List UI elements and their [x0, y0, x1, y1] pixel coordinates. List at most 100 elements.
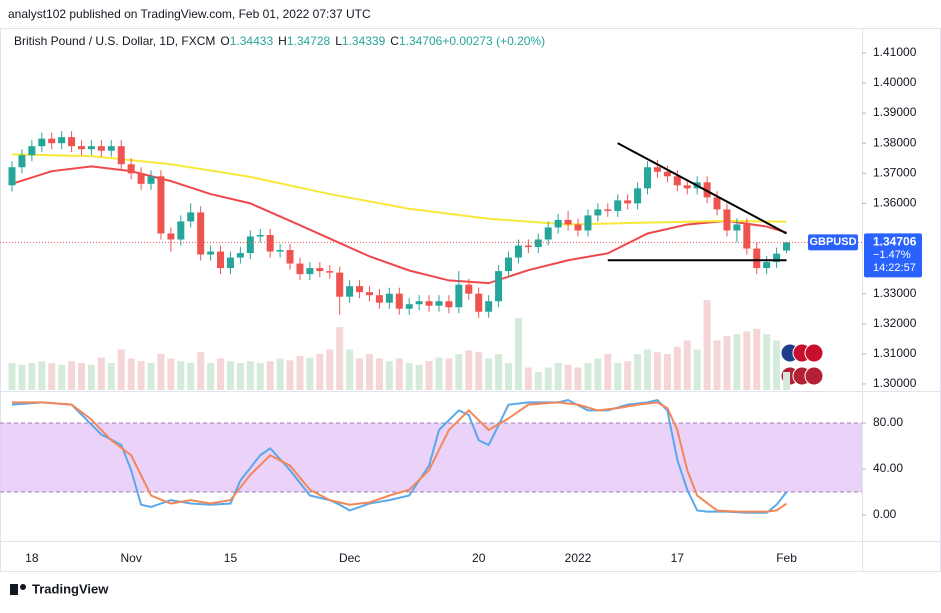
legend-value: 1.34433 — [230, 34, 274, 48]
candle-body — [326, 271, 334, 273]
candle-body — [246, 236, 254, 254]
candle-body — [147, 176, 155, 184]
volume-bar — [306, 357, 314, 390]
candle-body — [534, 239, 542, 248]
y-tick-label: 1.40000 — [873, 75, 917, 89]
candle-body — [217, 251, 225, 269]
candle-body — [713, 197, 721, 210]
volume-bar — [524, 367, 532, 390]
candle-body — [544, 227, 552, 240]
last-price-label: 1.34706 — [873, 234, 917, 248]
candle-body — [117, 146, 125, 165]
volume-bar — [365, 354, 373, 390]
volume-bar — [514, 318, 522, 390]
volume-bar — [634, 354, 642, 390]
volume-bar — [137, 361, 145, 390]
legend-value: 1.34706 — [399, 34, 443, 48]
candle-body — [683, 185, 691, 189]
x-tick-label: 2022 — [565, 551, 592, 565]
candle-body — [316, 268, 324, 272]
volume-bar — [127, 358, 135, 390]
candle-body — [435, 301, 443, 306]
candle-body — [226, 257, 234, 269]
volume-bar — [167, 358, 175, 390]
trend-line — [617, 142, 788, 235]
volume-bar — [58, 364, 66, 390]
volume-bar — [375, 358, 383, 390]
volume-bar — [475, 352, 483, 390]
volume-bar — [117, 349, 125, 390]
volume-bar — [604, 354, 612, 390]
candle-body — [783, 242, 791, 251]
legend-value: 1.34728 — [287, 34, 331, 48]
volume-bar — [415, 364, 423, 390]
volume-bar — [157, 354, 165, 390]
y-tick-label: 40.00 — [873, 461, 903, 475]
volume-bar — [485, 358, 493, 390]
candle-body — [256, 234, 264, 237]
legend-value: 1.34339 — [342, 34, 386, 48]
volume-bar — [624, 361, 632, 390]
legend-label: L — [335, 34, 342, 48]
candle-body — [663, 171, 671, 177]
stoch-line — [11, 398, 788, 514]
candle-body — [574, 224, 582, 231]
candle-body — [266, 234, 274, 252]
candle-body — [773, 253, 781, 263]
volume-bar — [584, 363, 592, 390]
candle-body — [336, 272, 344, 297]
candle-body — [614, 200, 622, 211]
volume-bar — [495, 354, 503, 390]
volume-bar — [594, 358, 602, 390]
candle-body — [743, 224, 751, 249]
volume-bar — [435, 357, 443, 390]
volume-bar — [147, 363, 155, 390]
candle-body — [505, 257, 512, 272]
x-tick-label: 20 — [472, 551, 486, 565]
candle-body — [485, 301, 493, 312]
candle-body — [296, 263, 304, 275]
candle-body — [405, 304, 413, 309]
legend: British Pound / U.S. Dollar, 1D, FXCM O1.… — [14, 34, 545, 48]
y-tick-label: 1.30000 — [873, 376, 917, 390]
candle-body — [346, 286, 354, 297]
candle-body — [594, 209, 602, 216]
candle-body — [28, 146, 36, 156]
candle-body — [495, 271, 503, 302]
volume-bar — [544, 367, 552, 390]
countdown-label: 14:22:57 — [873, 262, 916, 274]
y-tick-label: 0.00 — [873, 507, 897, 521]
candle-body — [514, 245, 522, 258]
candle-body — [733, 224, 741, 231]
volume-bar — [276, 358, 284, 390]
volume-bar — [226, 361, 234, 390]
candle-body — [107, 146, 115, 151]
x-tick-label: 15 — [224, 551, 238, 565]
volume-bar — [256, 363, 264, 390]
candle-body — [58, 137, 66, 144]
candle-body — [634, 188, 642, 204]
volume-bar — [18, 364, 26, 390]
candle-body — [564, 219, 572, 225]
volume-bar — [87, 364, 95, 390]
candle-body — [68, 137, 76, 147]
volume-bar — [733, 334, 741, 390]
volume-bar — [38, 361, 46, 390]
volume-bar — [28, 363, 36, 390]
volume-bar — [236, 363, 244, 390]
volume-bar — [346, 349, 354, 390]
volume-bar — [713, 340, 721, 390]
candle-body — [127, 164, 135, 174]
volume-bar — [614, 363, 622, 390]
legend-label: H — [278, 34, 287, 48]
candle-body — [157, 176, 165, 234]
volume-bar — [217, 358, 225, 390]
volume-bar — [286, 360, 294, 390]
candle-body — [395, 293, 403, 309]
volume-bar — [97, 357, 105, 390]
volume-bar — [703, 300, 711, 390]
volume-bar — [753, 328, 761, 390]
candle-body — [624, 200, 632, 204]
candle-body — [673, 176, 681, 186]
